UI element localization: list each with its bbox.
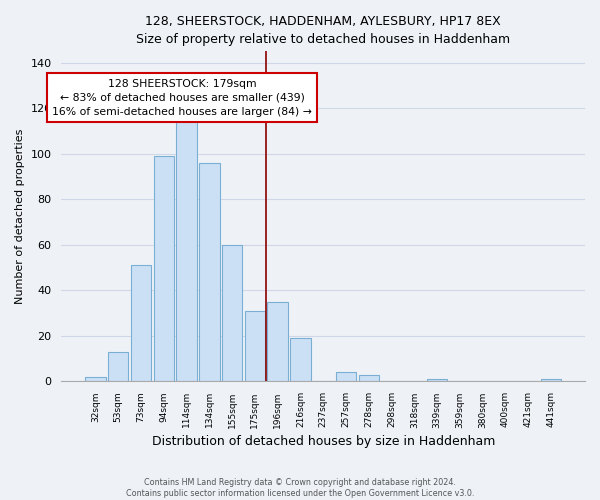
Bar — [541, 379, 561, 382]
Bar — [336, 372, 356, 382]
Bar — [427, 379, 448, 382]
Title: 128, SHEERSTOCK, HADDENHAM, AYLESBURY, HP17 8EX
Size of property relative to det: 128, SHEERSTOCK, HADDENHAM, AYLESBURY, H… — [136, 15, 510, 46]
Bar — [268, 302, 288, 382]
Bar — [85, 377, 106, 382]
Bar — [359, 374, 379, 382]
Text: 128 SHEERSTOCK: 179sqm
← 83% of detached houses are smaller (439)
16% of semi-de: 128 SHEERSTOCK: 179sqm ← 83% of detached… — [52, 78, 312, 116]
Bar — [108, 352, 128, 382]
Bar — [290, 338, 311, 382]
Bar — [176, 118, 197, 382]
Bar — [199, 163, 220, 382]
X-axis label: Distribution of detached houses by size in Haddenham: Distribution of detached houses by size … — [152, 434, 495, 448]
Y-axis label: Number of detached properties: Number of detached properties — [15, 128, 25, 304]
Bar — [154, 156, 174, 382]
Bar — [222, 245, 242, 382]
Bar — [245, 311, 265, 382]
Text: Contains HM Land Registry data © Crown copyright and database right 2024.
Contai: Contains HM Land Registry data © Crown c… — [126, 478, 474, 498]
Bar — [131, 266, 151, 382]
